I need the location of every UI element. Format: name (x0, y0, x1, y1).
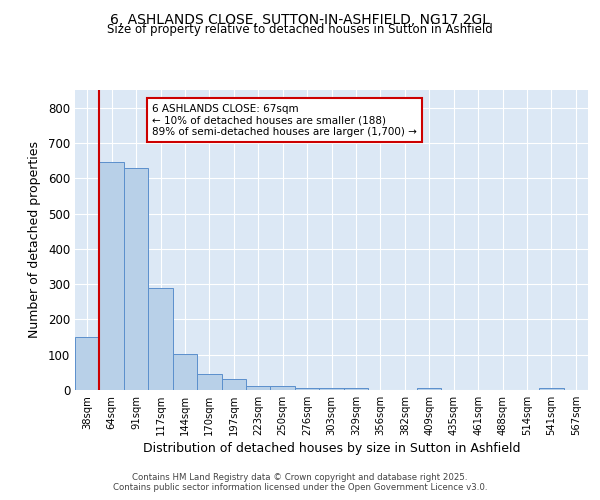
Text: Size of property relative to detached houses in Sutton in Ashfield: Size of property relative to detached ho… (107, 22, 493, 36)
Bar (417, 388, 442, 390)
Bar (75, 337, 100, 390)
Bar (539, 388, 563, 390)
Text: 6, ASHLANDS CLOSE, SUTTON-IN-ASHFIELD, NG17 2GL: 6, ASHLANDS CLOSE, SUTTON-IN-ASHFIELD, N… (110, 12, 490, 26)
Y-axis label: Number of detached properties: Number of detached properties (28, 142, 41, 338)
Bar (271, 386, 295, 390)
Bar (319, 388, 344, 390)
Text: 6 ASHLANDS CLOSE: 67sqm
← 10% of detached houses are smaller (188)
89% of semi-d: 6 ASHLANDS CLOSE: 67sqm ← 10% of detache… (152, 104, 417, 136)
Bar (246, 386, 271, 390)
X-axis label: Distribution of detached houses by size in Sutton in Ashfield: Distribution of detached houses by size … (143, 442, 520, 455)
Text: Contains HM Land Registry data © Crown copyright and database right 2025.
Contai: Contains HM Land Registry data © Crown c… (113, 473, 487, 492)
Bar (173, 354, 197, 390)
Bar (295, 388, 319, 390)
Bar (124, 168, 148, 390)
Bar (100, 162, 124, 390)
Bar (197, 374, 221, 390)
Bar (148, 288, 173, 390)
Bar (344, 388, 368, 390)
Bar (221, 378, 246, 390)
